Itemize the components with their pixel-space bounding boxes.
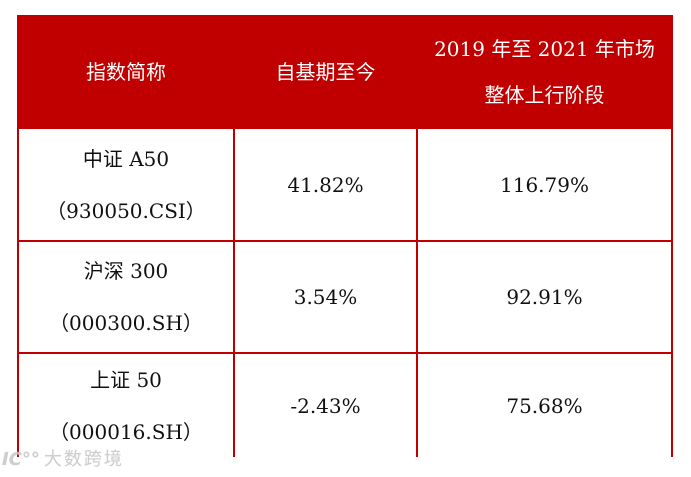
uptrend-value: 116.79% [500,172,589,197]
header-label-uptrend-line1: 2019 年至 2021 年市场 [434,37,655,61]
table-row-csi-a50-uptrend: 116.79% [418,129,671,240]
watermark-dashu-kuajing: IC°° 大数跨境 [2,445,124,471]
dashu-kuajing-logo-icon: IC°° [2,449,40,470]
header-cell-uptrend-period: 2019 年至 2021 年市场 整体上行阶段 [418,17,671,127]
index-name: 中证 A50 [82,146,170,171]
table-row-hs300-since-base: 3.54% [235,242,416,352]
since-base-value: -2.43% [290,394,361,418]
table-row-hs300-uptrend: 92.91% [418,242,671,352]
table-row-sse50-uptrend: 75.68% [418,354,671,458]
since-base-value: 3.54% [293,285,358,309]
index-name: 上证 50 [90,368,162,392]
index-performance-table: 指数简称 自基期至今 2019 年至 2021 年市场 整体上行阶段 中证 A5… [17,15,673,458]
header-label-index-name: 指数简称 [86,60,166,84]
header-cell-index-name: 指数简称 [19,17,233,127]
table-row-csi-a50-since-base: 41.82% [235,129,416,240]
since-base-value: 41.82% [287,172,364,197]
index-code: （000300.SH） [49,311,203,335]
uptrend-value: 75.68% [506,394,583,418]
index-name: 沪深 300 [83,259,169,283]
table-row-sse50-since-base: -2.43% [235,354,416,458]
table-row-sse50-name: 上证 50 （000016.SH） [19,354,233,458]
uptrend-value: 92.91% [506,285,583,309]
table-row-hs300-name: 沪深 300 （000300.SH） [19,242,233,352]
header-label-since-base: 自基期至今 [275,60,376,84]
index-code: （930050.CSI） [46,198,206,223]
index-code: （000016.SH） [49,420,203,444]
watermark-text: 大数跨境 [43,449,124,470]
table-row-csi-a50-name: 中证 A50 （930050.CSI） [19,129,233,240]
header-label-uptrend-line2: 整体上行阶段 [484,83,605,107]
header-cell-since-base: 自基期至今 [235,17,416,127]
